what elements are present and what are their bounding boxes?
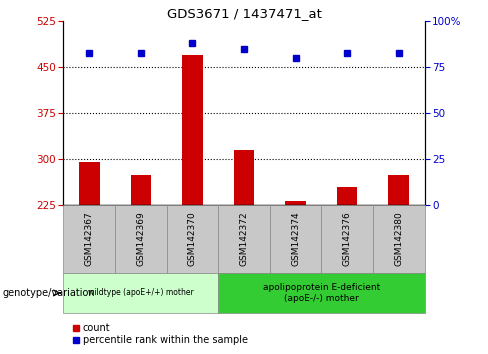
Bar [270,205,322,273]
Bar [166,205,218,273]
Bar [115,205,166,273]
Text: GSM142380: GSM142380 [394,212,403,266]
Bar [234,150,254,205]
Text: wildtype (apoE+/+) mother: wildtype (apoE+/+) mother [88,289,194,297]
Bar [130,175,151,205]
Bar [182,55,203,205]
Text: apolipoprotein E-deficient
(apoE-/-) mother: apolipoprotein E-deficient (apoE-/-) mot… [263,283,380,303]
Bar [79,162,100,205]
Text: GSM142372: GSM142372 [240,212,248,266]
Bar [63,273,218,313]
Text: GSM142376: GSM142376 [343,212,352,266]
Bar [322,205,373,273]
Bar [218,273,425,313]
Text: GSM142367: GSM142367 [85,212,94,266]
Bar [373,205,425,273]
Title: GDS3671 / 1437471_at: GDS3671 / 1437471_at [166,7,322,20]
Bar [218,205,270,273]
Text: GSM142370: GSM142370 [188,212,197,266]
Text: GSM142374: GSM142374 [291,212,300,266]
Text: genotype/variation: genotype/variation [2,288,95,298]
Bar [63,205,115,273]
Text: GSM142369: GSM142369 [136,212,145,266]
Bar [337,187,358,205]
Legend: count, percentile rank within the sample: count, percentile rank within the sample [68,319,252,349]
Bar [388,175,409,205]
Bar [285,201,306,205]
